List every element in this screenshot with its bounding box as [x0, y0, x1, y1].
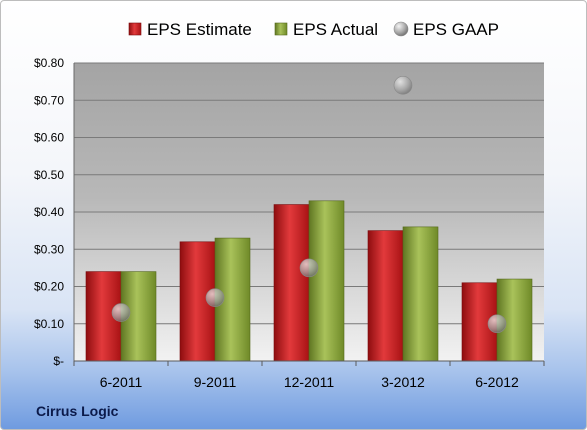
actual-bar — [308, 200, 345, 362]
x-axis: 6-2011 9-2011 12-2011 3-2012 6-2012 — [73, 360, 545, 390]
x-tick-label: 6-2012 — [475, 374, 519, 390]
y-tick-label: $0.70 — [34, 93, 64, 107]
gaap-point — [111, 303, 131, 322]
y-tick-label: $0.80 — [34, 56, 64, 70]
legend-swatch — [393, 21, 409, 37]
legend-label: EPS Estimate — [147, 20, 252, 39]
gaap-point — [487, 314, 507, 334]
y-tick-label: $0.40 — [34, 205, 64, 219]
gaap-point — [299, 258, 319, 278]
legend-estimate: EPS Estimate — [128, 20, 252, 39]
x-tick-label: 6-2011 — [100, 374, 143, 390]
estimate-bar — [273, 204, 310, 362]
gaap-points — [111, 76, 507, 334]
y-tick-label: $0.10 — [34, 317, 64, 331]
legend-actual: EPS Actual — [274, 20, 378, 39]
estimate-bar — [367, 230, 404, 362]
y-axis: $- $0.10 $0.20 $0.30 $0.40 $0.50 $0.60 $0.70 $0.… — [34, 56, 75, 368]
gaap-point — [205, 288, 225, 307]
actual-bar — [402, 226, 439, 362]
legend-swatch — [128, 22, 142, 36]
legend-label: EPS Actual — [293, 20, 378, 39]
y-tick-label: $0.20 — [34, 280, 64, 294]
x-tick-label: 12-2011 — [284, 374, 335, 390]
x-tick-label: 9-2011 — [194, 374, 237, 390]
y-tick-label: $0.60 — [34, 131, 64, 145]
company-label: Cirrus Logic — [36, 403, 119, 419]
legend-label: EPS GAAP — [413, 20, 499, 39]
legend: EPS Estimate EPS Actual EPS GAAP — [128, 20, 499, 39]
x-tick-label: 3-2012 — [381, 374, 425, 390]
legend-swatch — [274, 22, 288, 36]
bars — [85, 200, 533, 362]
y-tick-label: $- — [53, 354, 64, 368]
gaap-point — [393, 76, 413, 95]
y-tick-label: $0.30 — [34, 242, 64, 256]
legend-gaap: EPS GAAP — [393, 20, 499, 39]
y-tick-label: $0.50 — [34, 168, 64, 182]
